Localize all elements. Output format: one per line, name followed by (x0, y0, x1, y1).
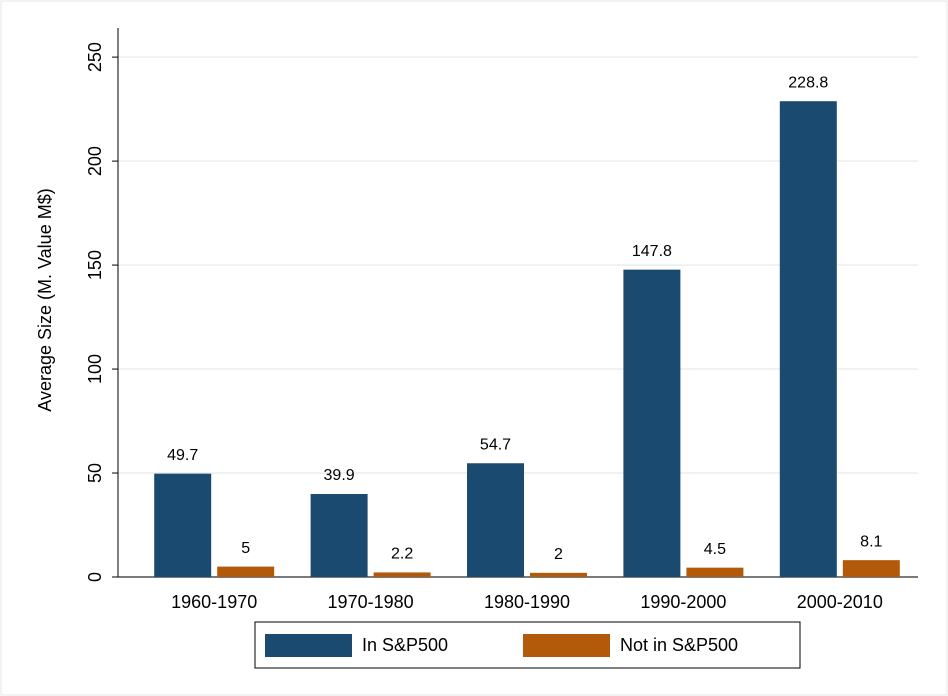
bar (623, 269, 681, 577)
value-label: 54.7 (480, 436, 511, 453)
legend-label: In S&P500 (362, 635, 448, 655)
y-axis-label: Average Size (M. Value M$) (35, 188, 55, 411)
value-label: 5 (241, 540, 250, 557)
x-tick-label: 1960-1970 (171, 592, 257, 612)
bar (310, 494, 368, 577)
y-tick-label: 0 (85, 572, 105, 582)
value-label: 49.7 (167, 447, 198, 464)
bar (779, 101, 837, 577)
value-label: 39.9 (324, 467, 355, 484)
bar (530, 572, 587, 577)
y-tick-label: 100 (85, 354, 105, 384)
x-tick-label: 1980-1990 (484, 592, 570, 612)
legend-swatch (523, 634, 610, 657)
x-tick-label: 1970-1980 (328, 592, 414, 612)
value-label: 228.8 (788, 74, 828, 91)
x-tick-label: 1990-2000 (640, 592, 726, 612)
x-tick-label: 2000-2010 (797, 592, 883, 612)
bar (842, 560, 900, 577)
y-tick-label: 200 (85, 146, 105, 176)
value-label: 4.5 (704, 541, 726, 558)
y-tick-label: 50 (85, 463, 105, 483)
value-label: 8.1 (860, 533, 882, 550)
y-tick-label: 250 (85, 42, 105, 72)
bar (686, 567, 744, 577)
bar (373, 572, 431, 577)
bar (217, 566, 275, 577)
bar (154, 473, 212, 577)
value-label: 2 (554, 546, 563, 563)
value-label: 2.2 (391, 546, 413, 563)
value-label: 147.8 (632, 243, 672, 260)
legend-swatch (265, 634, 352, 657)
bar (467, 463, 524, 577)
legend-label: Not in S&P500 (620, 635, 738, 655)
y-tick-label: 150 (85, 250, 105, 280)
